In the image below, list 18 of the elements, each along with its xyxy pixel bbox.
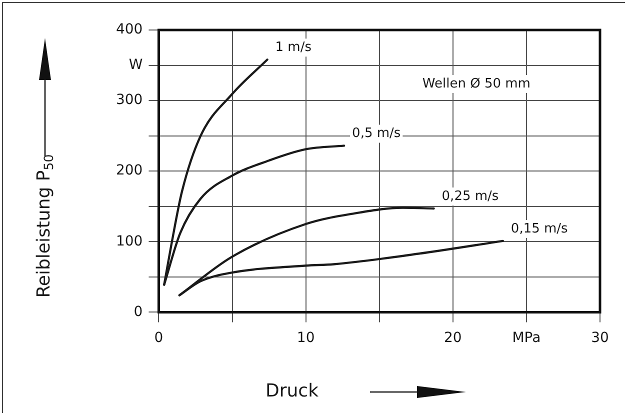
y-axis-title: Reibleistung P50 bbox=[34, 154, 56, 298]
series-label: 0,25 m/s bbox=[442, 188, 499, 204]
x-tick-label: MPa bbox=[512, 330, 541, 346]
series-label: 0,5 m/s bbox=[352, 126, 401, 142]
x-tick-label: 30 bbox=[591, 330, 609, 346]
y-tick-label: 300 bbox=[116, 92, 143, 108]
y-tick-label: 200 bbox=[116, 162, 143, 179]
x-tick-label: 10 bbox=[296, 330, 315, 346]
series-label: 1 m/s bbox=[275, 40, 312, 56]
x-tick-label: 20 bbox=[444, 330, 462, 346]
x-axis-title: Druck bbox=[266, 380, 320, 402]
y-tick-label: 400 bbox=[116, 22, 143, 38]
y-tick-label: 0 bbox=[134, 304, 143, 320]
x-tick-label: 0 bbox=[154, 330, 164, 346]
annotation: Wellen Ø 50 mm bbox=[422, 76, 530, 92]
y-tick-label: W bbox=[128, 56, 143, 73]
y-tick-label: 100 bbox=[116, 233, 143, 250]
series-label: 0,15 m/s bbox=[510, 221, 568, 236]
